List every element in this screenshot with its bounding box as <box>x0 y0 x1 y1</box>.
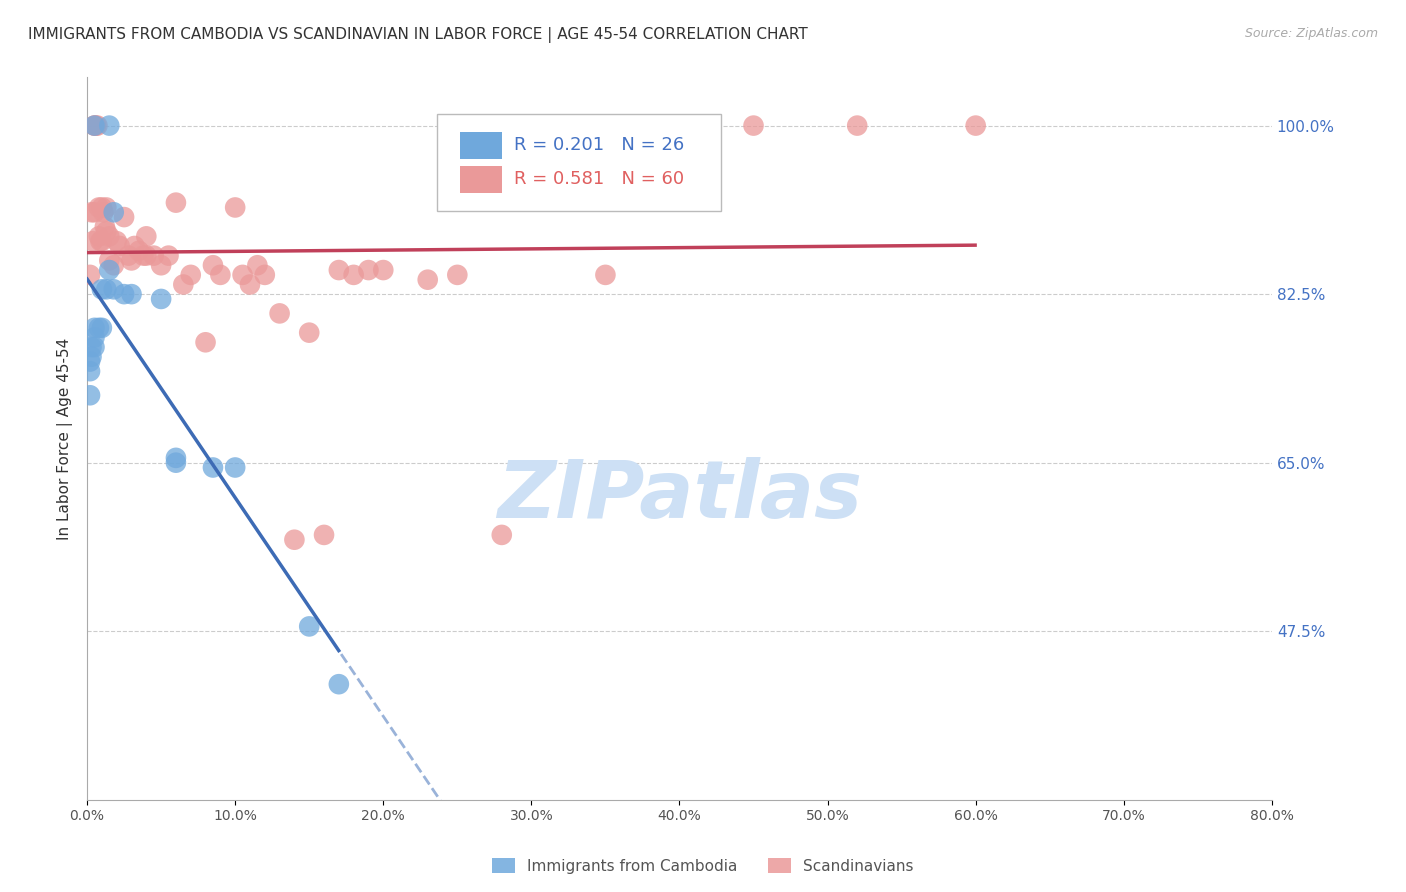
Point <box>165 456 187 470</box>
Point <box>846 119 869 133</box>
Point <box>98 253 121 268</box>
Point <box>165 195 187 210</box>
Point <box>98 263 121 277</box>
Point <box>124 239 146 253</box>
Point <box>246 258 269 272</box>
Point <box>172 277 194 292</box>
Legend: Immigrants from Cambodia, Scandinavians: Immigrants from Cambodia, Scandinavians <box>486 852 920 880</box>
Point <box>446 268 468 282</box>
Text: R = 0.581   N = 60: R = 0.581 N = 60 <box>513 169 683 187</box>
Point <box>283 533 305 547</box>
Point <box>83 330 105 344</box>
Point <box>96 282 118 296</box>
Point <box>80 205 103 219</box>
Point <box>93 205 115 219</box>
Point <box>83 205 105 219</box>
Point <box>112 210 135 224</box>
Point <box>312 528 335 542</box>
Point <box>83 119 105 133</box>
Point <box>84 119 107 133</box>
Point <box>343 268 366 282</box>
Point <box>135 229 157 244</box>
Point <box>965 119 987 133</box>
Point <box>128 244 150 258</box>
Point <box>239 277 262 292</box>
Text: ZIPatlas: ZIPatlas <box>496 458 862 535</box>
Point <box>209 268 232 282</box>
Point <box>103 258 125 272</box>
Point <box>328 677 350 691</box>
Point <box>89 234 111 248</box>
Point <box>121 253 143 268</box>
Point <box>742 119 765 133</box>
Point <box>103 205 125 219</box>
Point <box>201 258 224 272</box>
Point <box>224 201 246 215</box>
Point <box>87 201 110 215</box>
Point <box>83 340 105 354</box>
Point <box>90 321 112 335</box>
Point <box>121 287 143 301</box>
Point <box>108 239 131 253</box>
Point <box>269 306 291 320</box>
Point <box>194 335 217 350</box>
Point <box>83 119 105 133</box>
Point <box>82 234 104 248</box>
Text: R = 0.201   N = 26: R = 0.201 N = 26 <box>513 136 683 153</box>
Bar <box>460 166 502 193</box>
Point <box>150 258 173 272</box>
Text: IMMIGRANTS FROM CAMBODIA VS SCANDINAVIAN IN LABOR FORCE | AGE 45-54 CORRELATION : IMMIGRANTS FROM CAMBODIA VS SCANDINAVIAN… <box>28 27 808 43</box>
Point <box>224 460 246 475</box>
Point <box>79 268 101 282</box>
Point <box>96 201 118 215</box>
Point <box>142 249 165 263</box>
Point <box>232 268 254 282</box>
Point <box>357 263 380 277</box>
Point <box>79 354 101 368</box>
FancyBboxPatch shape <box>437 113 721 211</box>
Point <box>112 287 135 301</box>
Point <box>253 268 276 282</box>
Point <box>298 326 321 340</box>
Point <box>83 119 105 133</box>
Point <box>79 364 101 378</box>
Point <box>328 263 350 277</box>
Point <box>595 268 617 282</box>
Point <box>180 268 202 282</box>
Point <box>98 229 121 244</box>
Bar <box>460 132 502 159</box>
Text: Source: ZipAtlas.com: Source: ZipAtlas.com <box>1244 27 1378 40</box>
Point <box>416 273 439 287</box>
Point <box>90 282 112 296</box>
Point <box>90 234 112 248</box>
Point <box>132 249 155 263</box>
Point <box>373 263 395 277</box>
Point <box>135 249 157 263</box>
Point <box>491 528 513 542</box>
Point <box>638 119 661 133</box>
Point <box>80 340 103 354</box>
Point <box>165 450 187 465</box>
Point <box>90 201 112 215</box>
Point <box>83 321 105 335</box>
Point <box>103 282 125 296</box>
Y-axis label: In Labor Force | Age 45-54: In Labor Force | Age 45-54 <box>58 337 73 540</box>
Point <box>79 388 101 402</box>
Point <box>298 619 321 633</box>
Point <box>117 249 139 263</box>
Point <box>87 321 110 335</box>
Point <box>98 119 121 133</box>
Point <box>96 225 118 239</box>
Point <box>105 234 128 248</box>
Point <box>150 292 173 306</box>
Point <box>87 229 110 244</box>
Point <box>157 249 180 263</box>
Point <box>94 219 117 234</box>
Point <box>86 119 108 133</box>
Point <box>201 460 224 475</box>
Point <box>80 350 103 364</box>
